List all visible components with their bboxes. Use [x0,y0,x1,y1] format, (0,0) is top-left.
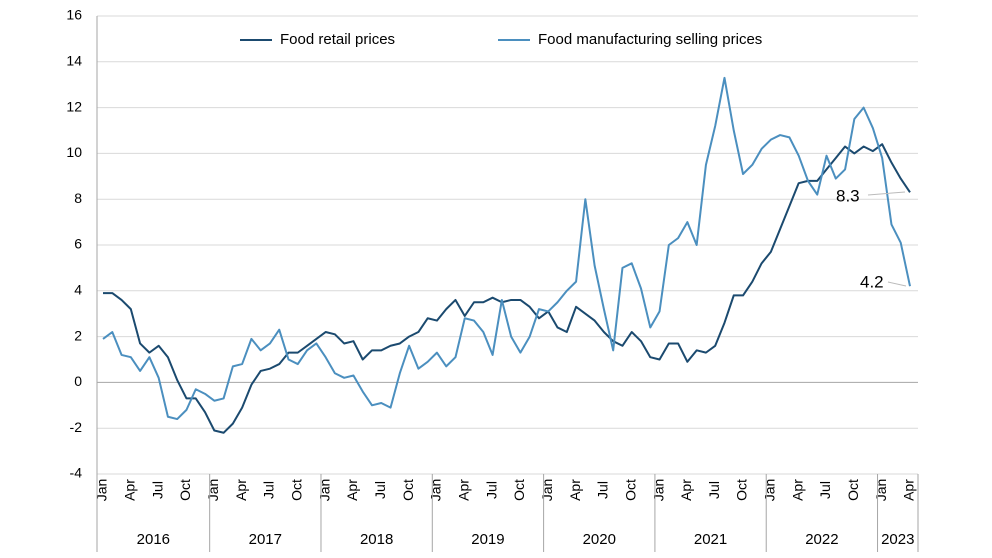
y-tick-label: 16 [66,7,82,23]
y-tick-label: 6 [74,236,82,252]
lines-layer [102,76,911,434]
year-label: 2023 [881,531,914,548]
x-tick-label: Jul [261,481,277,499]
x-tick-label: Jul [595,481,611,499]
x-tick-label: Oct [845,479,861,501]
x-tick-label: Apr [344,479,360,501]
y-tick-label: 8 [74,190,82,206]
x-tick-label: Jul [706,481,722,499]
legend-label: Food manufacturing selling prices [538,31,762,48]
x-tick-label: Jan [873,479,889,502]
x-tick-label: Oct [734,479,750,501]
legend-label: Food retail prices [280,31,395,48]
grid-layer [97,15,918,475]
end-label: 4.2 [860,272,884,291]
x-tick-label: Jul [817,481,833,499]
y-tick-label: 14 [66,53,82,69]
x-tick-label: Jan [762,479,778,502]
x-tick-label: Apr [233,479,249,501]
x-tick-label: Apr [678,479,694,501]
x-tick-label: Jul [483,481,499,499]
y-tick-label: 12 [66,98,82,114]
end-label: 8.3 [836,186,860,205]
x-tick-label: Jul [149,481,165,499]
year-label: 2022 [805,531,838,548]
series-line [102,76,911,421]
y-tick-label: -4 [70,465,83,481]
x-tick-label: Oct [400,479,416,501]
x-tick-label: Jan [539,479,555,502]
year-label: 2019 [471,531,504,548]
series-line [103,143,911,434]
y-tick-label: 0 [74,373,82,389]
x-tick-label: Oct [288,479,304,501]
x-tick-label: Jul [372,481,388,499]
y-tick-label: 10 [66,144,82,160]
x-tick-label: Jan [94,479,110,502]
x-tick-label: Apr [567,479,583,501]
x-tick-label: Apr [455,479,471,501]
x-tick-label: Oct [177,479,193,501]
x-tick-label: Oct [511,479,527,501]
axes-layer: -4 -2 0 2 4 6 8 10 12 14 16 Jan Apr Jul Oct Jan Apr Jul Oc… [66,7,919,552]
leader-line [867,191,906,196]
x-tick-label: Apr [789,479,805,501]
year-label: 2016 [137,531,170,548]
y-tick-label: 4 [74,282,82,298]
leader-line [887,281,907,287]
year-label: 2021 [694,531,727,548]
x-tick-label: Oct [622,479,638,501]
x-tick-label: Jan [316,479,332,502]
x-tick-label: Jan [205,479,221,502]
x-tick-label: Apr [901,479,917,501]
year-label: 2020 [583,531,616,548]
x-tick-label: Apr [122,479,138,501]
year-label: 2018 [360,531,393,548]
x-tick-label: Jan [428,479,444,502]
x-tick-label: Jan [650,479,666,502]
y-tick-label: -2 [70,419,83,435]
y-tick-label: 2 [74,327,82,343]
year-label: 2017 [249,531,282,548]
